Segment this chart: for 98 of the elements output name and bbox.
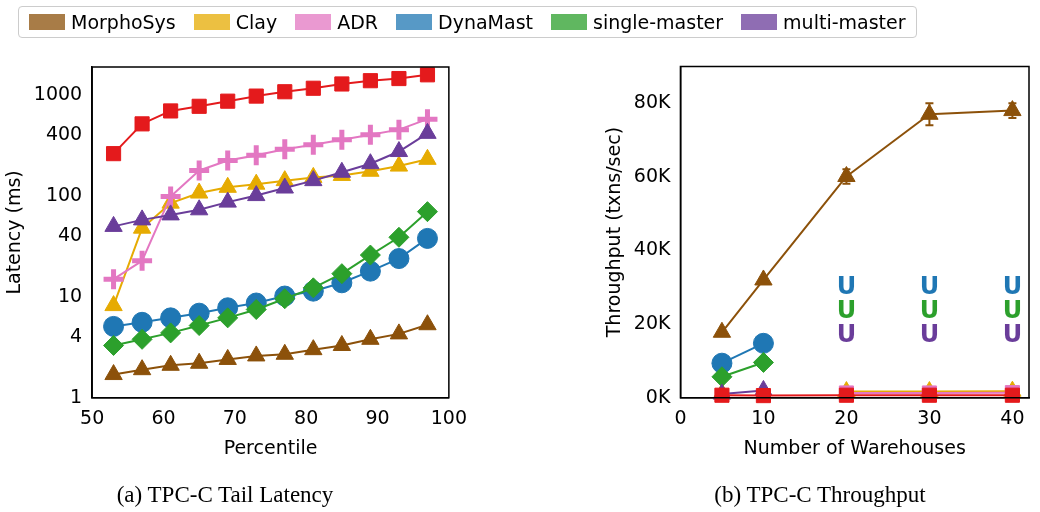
point xyxy=(362,73,378,89)
y-tick-label: 60K xyxy=(633,163,671,186)
point xyxy=(361,153,380,170)
point xyxy=(245,299,267,321)
point xyxy=(416,201,438,223)
point xyxy=(711,366,733,388)
point xyxy=(752,332,774,354)
legend-label: MorphoSys xyxy=(71,11,176,33)
point xyxy=(158,183,184,209)
point xyxy=(160,322,182,344)
point xyxy=(389,141,409,158)
point xyxy=(191,98,207,114)
point xyxy=(160,307,182,329)
point xyxy=(388,226,410,248)
point xyxy=(161,354,180,371)
x-tick-label: 40 xyxy=(1000,406,1025,429)
y-tick-label: 1 xyxy=(70,384,83,407)
x-tick-label: 20 xyxy=(834,406,859,429)
legend-label: ADR xyxy=(337,11,379,33)
y-tick-label: 4 xyxy=(70,323,83,346)
point xyxy=(332,334,352,351)
point xyxy=(188,315,210,337)
x-tick-label: 30 xyxy=(917,406,942,429)
point xyxy=(334,76,350,92)
point xyxy=(161,204,180,221)
x-tick-label: 60 xyxy=(151,406,176,429)
point xyxy=(163,103,179,119)
point xyxy=(304,170,323,187)
x-axis-title: Number of Warehouses xyxy=(743,435,966,458)
point xyxy=(300,132,326,158)
y-axis-title: Latency (ms) xyxy=(2,170,25,295)
point xyxy=(247,185,266,202)
point xyxy=(304,339,323,356)
point xyxy=(132,209,152,226)
point xyxy=(129,248,155,274)
point xyxy=(101,266,127,292)
point xyxy=(186,158,212,184)
x-tick-label: 80 xyxy=(294,406,319,429)
point xyxy=(131,328,153,350)
legend-label: multi-master xyxy=(783,11,906,33)
point xyxy=(418,314,437,331)
x-tick-label: 100 xyxy=(430,406,467,429)
point xyxy=(105,146,122,162)
text: (a) TPC-C Tail Latency xyxy=(116,482,334,508)
y-tick-label: 10 xyxy=(57,283,83,306)
point xyxy=(416,227,438,249)
point xyxy=(391,70,407,87)
y-tick-label: 20K xyxy=(633,311,671,334)
x-tick-label: 10 xyxy=(751,406,776,429)
y-tick-label: 40K xyxy=(633,237,671,260)
point xyxy=(361,328,380,345)
point xyxy=(305,80,321,96)
legend-label: DynaMast xyxy=(438,11,533,33)
point xyxy=(217,307,239,329)
y-tick-label: 400 xyxy=(45,122,83,145)
point xyxy=(331,263,353,285)
point xyxy=(190,352,209,369)
point xyxy=(247,345,266,362)
point xyxy=(388,248,410,270)
x-axis-title: Percentile xyxy=(223,435,318,458)
legend-label: single-master xyxy=(593,11,724,33)
point xyxy=(389,323,409,340)
x-tick-label: 70 xyxy=(222,406,247,429)
point xyxy=(419,67,436,83)
x-tick-label: 90 xyxy=(365,406,390,429)
point xyxy=(386,117,412,143)
point xyxy=(103,315,125,337)
point xyxy=(754,269,773,286)
point xyxy=(329,127,355,153)
point xyxy=(131,311,153,333)
point xyxy=(190,199,209,216)
point xyxy=(275,343,294,360)
y-tick-label: 100 xyxy=(45,182,83,205)
point xyxy=(104,364,123,381)
point xyxy=(132,359,152,376)
y-axis-title: Throughput (txns/sec) xyxy=(602,126,625,339)
y-tick-label: 0K xyxy=(645,384,671,407)
point xyxy=(134,116,150,132)
legend-label: Clay xyxy=(235,11,278,33)
x-tick-label: 50 xyxy=(80,406,105,429)
point xyxy=(272,136,298,162)
point xyxy=(357,122,383,148)
point xyxy=(752,351,774,373)
point xyxy=(104,295,123,312)
y-tick-label: 40 xyxy=(57,223,83,246)
point xyxy=(103,334,125,356)
text: (b) TPC-C Throughput xyxy=(714,482,927,508)
point xyxy=(215,147,241,173)
point xyxy=(277,84,293,100)
x-tick-label: 0 xyxy=(674,406,687,429)
point xyxy=(359,260,381,282)
point xyxy=(359,244,381,266)
point xyxy=(220,93,236,109)
point xyxy=(218,348,237,365)
y-tick-label: 80K xyxy=(633,90,671,113)
point xyxy=(248,88,264,104)
y-tick-label: 1000 xyxy=(33,82,83,105)
point xyxy=(243,142,269,168)
